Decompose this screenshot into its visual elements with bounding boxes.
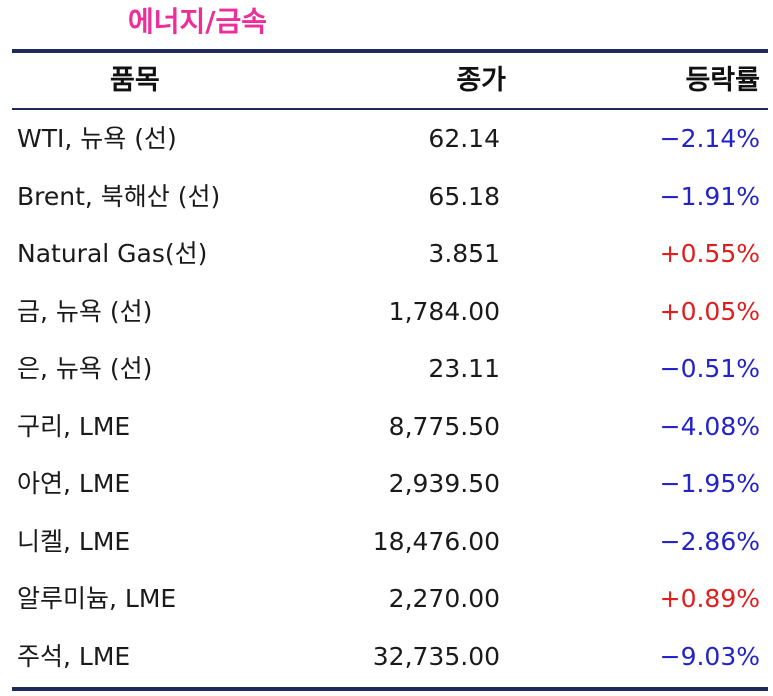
header-close: 종가: [456, 65, 506, 96]
cell-close: 2,939.50: [388, 469, 500, 498]
cell-change: −2.14%: [659, 124, 760, 153]
cell-close: 62.14: [428, 124, 500, 153]
table-row: 주석, LME 32,735.00 −9.03%: [12, 628, 768, 686]
table-row: 금, 뉴욕 (선) 1,784.00 +0.05%: [12, 283, 768, 341]
cell-item: 알루미늄, LME: [17, 584, 177, 613]
cell-close: 18,476.00: [372, 526, 500, 556]
cell-close: 23.11: [428, 354, 500, 383]
table-body: WTI, 뉴욕 (선) 62.14 −2.14% Brent, 북해산 (선) …: [12, 110, 768, 685]
table-top-rule: [12, 49, 768, 53]
cell-item: 주석, LME: [17, 641, 131, 671]
cell-change: +0.55%: [659, 239, 760, 268]
cell-change: −4.08%: [659, 411, 760, 441]
header-item: 품목: [110, 65, 160, 96]
cell-item: WTI, 뉴욕 (선): [17, 124, 177, 153]
table-row: 알루미늄, LME 2,270.00 +0.89%: [12, 570, 768, 628]
cell-item: 아연, LME: [17, 469, 131, 498]
cell-change: −1.91%: [659, 181, 760, 211]
cell-item: 구리, LME: [17, 411, 131, 441]
cell-change: +0.89%: [659, 584, 760, 613]
cell-item: 은, 뉴욕 (선): [17, 354, 153, 383]
cell-close: 1,784.00: [388, 296, 500, 326]
table-row: Brent, 북해산 (선) 65.18 −1.91%: [12, 168, 768, 226]
table-row: 아연, LME 2,939.50 −1.95%: [12, 455, 768, 513]
table-row: Natural Gas(선) 3.851 +0.55%: [12, 225, 768, 283]
cell-change: −0.51%: [659, 354, 760, 383]
cell-item: Natural Gas(선): [17, 239, 208, 268]
cell-change: −1.95%: [659, 469, 760, 498]
commodity-table: 품목 종가 등락률 WTI, 뉴욕 (선) 62.14 −2.14% Brent…: [12, 49, 768, 691]
table-row: 은, 뉴욕 (선) 23.11 −0.51%: [12, 340, 768, 398]
cell-close: 2,270.00: [388, 584, 500, 613]
cell-change: −9.03%: [659, 641, 760, 671]
table-bottom-rule: [12, 687, 768, 691]
table-row: WTI, 뉴욕 (선) 62.14 −2.14%: [12, 110, 768, 168]
cell-item: 금, 뉴욕 (선): [17, 296, 153, 326]
table-row: 구리, LME 8,775.50 −4.08%: [12, 398, 768, 456]
cell-close: 65.18: [428, 181, 500, 211]
table-row: 니켈, LME 18,476.00 −2.86%: [12, 513, 768, 571]
section-title: 에너지/금속: [128, 5, 268, 38]
cell-close: 8,775.50: [388, 411, 500, 441]
cell-close: 3.851: [428, 239, 500, 268]
cell-change: +0.05%: [659, 296, 760, 326]
table-header-row: 품목 종가 등락률: [12, 53, 768, 110]
cell-change: −2.86%: [659, 526, 760, 556]
cell-item: Brent, 북해산 (선): [17, 181, 221, 211]
header-change: 등락률: [685, 65, 760, 96]
cell-item: 니켈, LME: [17, 526, 131, 556]
cell-close: 32,735.00: [372, 641, 500, 671]
